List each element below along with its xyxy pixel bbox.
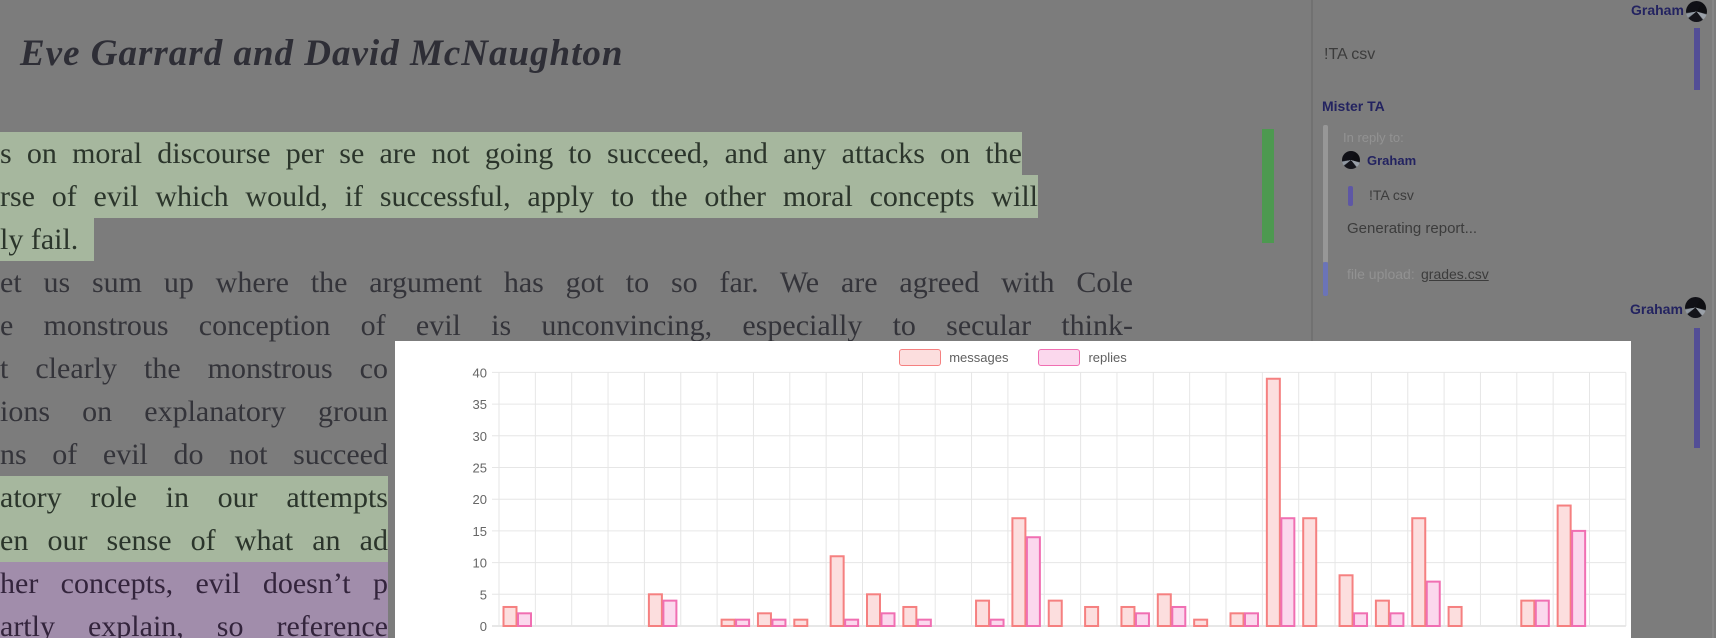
document-line: e monstrous conception of evil is unconv… <box>0 309 1133 342</box>
reply-indicator-bar <box>1323 125 1328 263</box>
replies-legend-swatch <box>1038 349 1081 366</box>
user-avatar <box>1686 1 1707 22</box>
quote-accent-bar <box>1348 186 1353 206</box>
activity-bar-chart: 0 5 10 15 20 25 30 35 40 <box>473 365 1627 634</box>
messages-legend-label: messages <box>949 350 1009 365</box>
document-line: ly fail. <box>0 218 95 261</box>
user-message: !TA csv <box>1324 46 1376 63</box>
svg-text:25: 25 <box>473 461 487 476</box>
document-line: en our sense of what an ad <box>0 519 388 562</box>
message-author-bot: Mister TA <box>1322 98 1385 114</box>
reply-context-label: In reply to: <box>1343 130 1404 145</box>
reply-author-avatar <box>1342 151 1360 169</box>
document-line: ions on explanatory groun <box>0 395 388 428</box>
document-line: rse of evil which would, if successful, … <box>0 175 1038 218</box>
reply-author-name[interactable]: Graham <box>1367 153 1417 168</box>
chart-legend: messages replies <box>395 349 1631 366</box>
svg-text:15: 15 <box>473 524 487 539</box>
messages-legend-swatch <box>899 349 942 366</box>
document-line: ns of evil do not succeed <box>0 438 388 471</box>
document-line: artly explain, so reference <box>0 605 388 638</box>
svg-text:20: 20 <box>473 492 487 507</box>
replies-legend-label: replies <box>1088 350 1127 365</box>
document-line: et us sum up where the argument has got … <box>0 266 1133 299</box>
svg-text:35: 35 <box>473 397 487 412</box>
file-upload-accent-bar <box>1323 262 1328 296</box>
file-upload-label: file upload: <box>1347 266 1415 282</box>
chart-popup[interactable]: 0 5 10 15 20 25 30 35 40 messages replies <box>395 341 1631 638</box>
message-author-user: Graham <box>1631 2 1684 18</box>
file-link-grades-csv[interactable]: grades.csv <box>1421 266 1489 282</box>
legend-item-replies: replies <box>1038 349 1127 366</box>
svg-text:0: 0 <box>480 619 487 634</box>
message-accent-bar <box>1694 28 1700 90</box>
svg-text:40: 40 <box>473 365 487 380</box>
svg-text:30: 30 <box>473 429 487 444</box>
svg-text:10: 10 <box>473 556 487 571</box>
chat-scrollbar-track[interactable] <box>1712 0 1714 638</box>
document-line: her concepts, evil doesn’t p <box>0 562 388 605</box>
quoted-message[interactable]: !TA csv <box>1369 187 1414 203</box>
message-accent-bar-2 <box>1694 328 1700 448</box>
document-authors-heading: Eve Garrard and David McNaughton <box>20 33 624 74</box>
document-line: t clearly the monstrous co <box>0 352 388 385</box>
legend-item-messages: messages <box>899 349 1008 366</box>
sidebar-divider <box>1311 0 1313 638</box>
highlight-position-indicator <box>1262 129 1274 243</box>
svg-text:5: 5 <box>480 587 487 602</box>
user-avatar-2 <box>1685 297 1706 318</box>
bot-status-message: Generating report... <box>1347 220 1478 237</box>
message-author-user-2: Graham <box>1630 301 1683 317</box>
document-line: atory role in our attempts <box>0 476 388 519</box>
document-line: s on moral discourse per se are not goin… <box>0 132 1022 175</box>
